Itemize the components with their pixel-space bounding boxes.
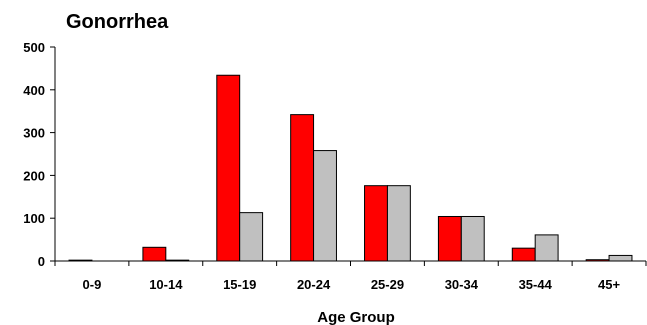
x-tick-label: 0-9 (83, 277, 102, 292)
y-tick-label: 100 (23, 211, 45, 226)
bar-series-1-0-9 (68, 259, 93, 262)
y-tick-label: 400 (23, 83, 45, 98)
x-tick-label: 10-14 (149, 277, 183, 292)
y-tick-label: 500 (23, 40, 45, 55)
bar-series-2-15-19 (239, 212, 264, 262)
x-axis: 0-9 10-14 15-19 20-24 25-29 30-34 35-44 45+ (54, 260, 647, 292)
bar-series-1-10-14 (142, 246, 167, 262)
x-tick-label: 30-34 (445, 277, 479, 292)
bar-series-1-25-29 (364, 185, 388, 262)
y-tick-label: 300 (23, 126, 45, 141)
bar-series-1-15-19 (216, 74, 241, 262)
y-axis: 0 100 200 300 400 500 (23, 40, 56, 269)
bar-series-1-35-44 (511, 247, 536, 262)
bar-series-1-30-34 (437, 215, 462, 262)
bar-series-2-30-34 (460, 215, 485, 262)
bar-series-1-45+ (585, 259, 610, 262)
x-tick-label: 35-44 (519, 277, 553, 292)
x-tick-label: 25-29 (371, 277, 404, 292)
y-tick-label: 200 (23, 168, 45, 183)
bar-series-2-45+ (608, 254, 633, 262)
y-tick-label: 0 (38, 254, 45, 269)
x-axis-label: Age Group (317, 309, 395, 325)
bar-series-2-35-44 (534, 234, 559, 262)
bar-series-1-20-24 (290, 114, 315, 262)
bar-series-2-20-24 (313, 150, 337, 262)
bar-series-2-10-14 (165, 259, 190, 262)
bar-series-2-25-29 (386, 185, 411, 262)
x-tick-label: 45+ (598, 277, 620, 292)
chart-title: Gonorrhea (66, 11, 169, 33)
x-tick-label: 20-24 (297, 277, 331, 292)
bars (68, 74, 633, 262)
x-tick-label: 15-19 (223, 277, 256, 292)
